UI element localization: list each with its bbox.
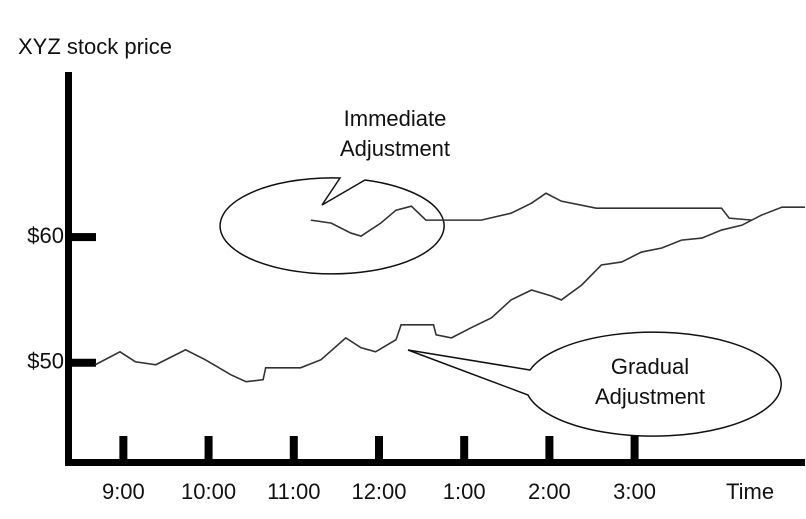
x-tick-label: 11:00 — [267, 479, 320, 504]
x-tick-label: 10:00 — [181, 479, 236, 504]
x-tick — [545, 436, 554, 462]
y-tick — [68, 233, 96, 242]
x-tick-label: 2:00 — [528, 479, 571, 504]
x-tick — [630, 436, 639, 462]
x-tick — [204, 436, 213, 462]
x-tick-label: 1:00 — [443, 479, 486, 504]
x-tick-label: 3:00 — [613, 479, 656, 504]
y-tick-label: $50 — [27, 349, 64, 374]
price-line — [310, 192, 753, 237]
callout-label: Immediate — [344, 106, 447, 131]
x-tick — [119, 436, 128, 462]
x-tick-label: 12:00 — [351, 479, 406, 504]
callout-label: Adjustment — [340, 136, 450, 161]
x-tick — [460, 436, 469, 462]
callout-immediate — [219, 177, 445, 275]
y-axis-label: XYZ stock price — [18, 34, 172, 59]
x-tick — [374, 436, 383, 462]
callout-gradual — [407, 331, 782, 437]
y-axis — [65, 72, 72, 466]
price-line — [94, 206, 805, 383]
y-tick-label: $60 — [27, 223, 64, 248]
y-tick — [68, 358, 96, 367]
callout-label: Gradual — [611, 354, 689, 379]
x-axis-label: Time — [726, 479, 774, 504]
x-tick-label: 9:00 — [102, 479, 145, 504]
callout-label: Adjustment — [595, 384, 705, 409]
x-tick — [289, 436, 298, 462]
x-axis — [65, 459, 805, 466]
